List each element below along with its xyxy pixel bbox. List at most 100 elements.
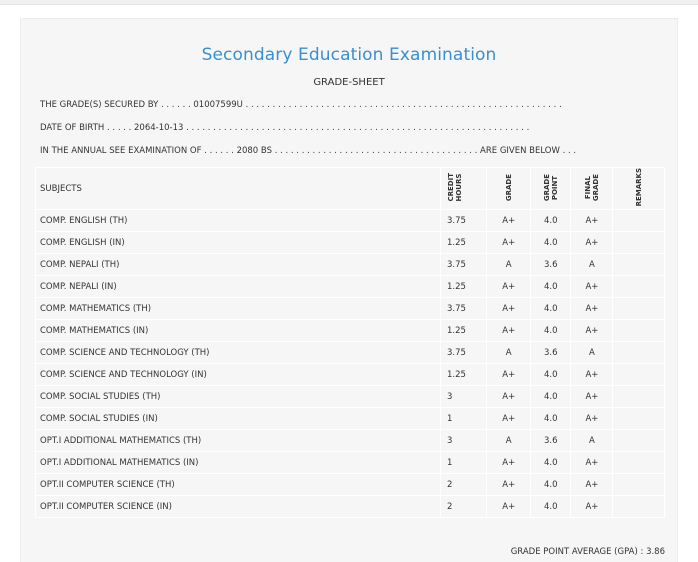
grade-point-cell: 4.0 bbox=[530, 451, 572, 475]
subject-cell: OPT.I ADDITIONAL MATHEMATICS (TH) bbox=[35, 429, 441, 453]
table-row: COMP. ENGLISH (TH) 3.75 A+ 4.0 A+ bbox=[35, 209, 665, 233]
table-row: OPT.II COMPUTER SCIENCE (TH) 2 A+ 4.0 A+ bbox=[35, 473, 665, 497]
grade-cell: A+ bbox=[486, 363, 532, 387]
grade-cell: A bbox=[486, 253, 532, 277]
subject-cell: OPT.I ADDITIONAL MATHEMATICS (IN) bbox=[35, 451, 441, 475]
grade-point-cell: 4.0 bbox=[530, 495, 572, 519]
date-of-birth-line: DATE OF BIRTH . . . . . 2064-10-13 . . .… bbox=[40, 123, 530, 133]
final-grade-cell: A bbox=[570, 253, 614, 277]
remarks-cell bbox=[612, 253, 665, 277]
subject-cell: COMP. NEPALI (IN) bbox=[35, 275, 441, 299]
final-grade-cell: A+ bbox=[570, 385, 614, 409]
subject-cell: COMP. NEPALI (TH) bbox=[35, 253, 441, 277]
subject-cell: COMP. MATHEMATICS (TH) bbox=[35, 297, 441, 321]
grade-sheet-panel: Secondary Education Examination GRADE-SH… bbox=[20, 18, 678, 562]
grade-point-cell: 4.0 bbox=[530, 363, 572, 387]
subject-cell: COMP. SCIENCE AND TECHNOLOGY (IN) bbox=[35, 363, 441, 387]
credit-hours-cell: 3.75 bbox=[439, 253, 488, 277]
credit-hours-header-label: CREDIT HOURS bbox=[446, 172, 463, 202]
grade-cell: A+ bbox=[486, 209, 532, 233]
credit-hours-cell: 2 bbox=[439, 495, 488, 519]
grade-header-label: GRADE bbox=[504, 173, 513, 201]
grade-point-cell: 4.0 bbox=[530, 231, 572, 255]
grades-table-body: COMP. ENGLISH (TH) 3.75 A+ 4.0 A+ COMP. ENGLI… bbox=[35, 209, 665, 519]
grade-point-cell: 3.6 bbox=[530, 429, 572, 453]
remarks-cell bbox=[612, 275, 665, 299]
grade-point-cell: 3.6 bbox=[530, 253, 572, 277]
credit-hours-cell: 3.75 bbox=[439, 341, 488, 365]
final-grade-cell: A+ bbox=[570, 297, 614, 321]
remarks-cell bbox=[612, 495, 665, 519]
final-grade-cell: A+ bbox=[570, 495, 614, 519]
credit-hours-cell: 1.25 bbox=[439, 231, 488, 255]
table-row: OPT.II COMPUTER SCIENCE (IN) 2 A+ 4.0 A+ bbox=[35, 495, 665, 519]
remarks-cell bbox=[612, 451, 665, 475]
table-row: OPT.I ADDITIONAL MATHEMATICS (TH) 3 A 3.6 A bbox=[35, 429, 665, 453]
grade-point-cell: 3.6 bbox=[530, 341, 572, 365]
final-grade-cell: A+ bbox=[570, 275, 614, 299]
subject-cell: COMP. SOCIAL STUDIES (IN) bbox=[35, 407, 441, 431]
remarks-cell bbox=[612, 407, 665, 431]
subject-cell: COMP. ENGLISH (TH) bbox=[35, 209, 441, 233]
grade-cell: A bbox=[486, 429, 532, 453]
table-row: COMP. ENGLISH (IN) 1.25 A+ 4.0 A+ bbox=[35, 231, 665, 255]
credit-hours-cell: 3.75 bbox=[439, 297, 488, 321]
table-row: COMP. SOCIAL STUDIES (IN) 1 A+ 4.0 A+ bbox=[35, 407, 665, 431]
remarks-cell bbox=[612, 209, 665, 233]
subject-cell: OPT.II COMPUTER SCIENCE (TH) bbox=[35, 473, 441, 497]
final-grade-cell: A+ bbox=[570, 231, 614, 255]
secured-by-line: THE GRADE(S) SECURED BY . . . . . . 0100… bbox=[40, 100, 562, 110]
grade-point-cell: 4.0 bbox=[530, 407, 572, 431]
grade-cell: A bbox=[486, 341, 532, 365]
final-grade-cell: A+ bbox=[570, 473, 614, 497]
exam-session-line: IN THE ANNUAL SEE EXAMINATION OF . . . .… bbox=[40, 146, 577, 156]
gpa-summary: GRADE POINT AVERAGE (GPA) : 3.86 bbox=[510, 547, 665, 557]
remarks-cell bbox=[612, 297, 665, 321]
final-grade-cell: A+ bbox=[570, 451, 614, 475]
credit-hours-cell: 1.25 bbox=[439, 363, 488, 387]
subject-cell: COMP. SCIENCE AND TECHNOLOGY (TH) bbox=[35, 341, 441, 365]
grade-point-cell: 4.0 bbox=[530, 385, 572, 409]
credit-hours-cell: 2 bbox=[439, 473, 488, 497]
grade-cell: A+ bbox=[486, 473, 532, 497]
remarks-cell bbox=[612, 319, 665, 343]
remarks-cell bbox=[612, 363, 665, 387]
remarks-cell bbox=[612, 341, 665, 365]
credit-hours-cell: 3 bbox=[439, 429, 488, 453]
grade-header: GRADE bbox=[486, 166, 532, 211]
credit-hours-cell: 3.75 bbox=[439, 209, 488, 233]
final-grade-cell: A+ bbox=[570, 209, 614, 233]
final-grade-cell: A+ bbox=[570, 407, 614, 431]
remarks-cell bbox=[612, 429, 665, 453]
exam-title: Secondary Education Examination bbox=[201, 45, 497, 65]
table-row: COMP. MATHEMATICS (TH) 3.75 A+ 4.0 A+ bbox=[35, 297, 665, 321]
grade-point-cell: 4.0 bbox=[530, 319, 572, 343]
grade-sheet-heading: GRADE-SHEET bbox=[313, 77, 385, 88]
remarks-header: REMARKS bbox=[612, 166, 665, 211]
grade-point-cell: 4.0 bbox=[530, 297, 572, 321]
table-row: COMP. SCIENCE AND TECHNOLOGY (TH) 3.75 A 3.… bbox=[35, 341, 665, 365]
table-header-row: SUBJECTS CREDIT HOURS GRADE GRADE POINT … bbox=[35, 166, 665, 211]
credit-hours-header: CREDIT HOURS bbox=[439, 166, 488, 211]
credit-hours-cell: 1 bbox=[439, 451, 488, 475]
top-divider bbox=[0, 0, 698, 5]
grade-point-cell: 4.0 bbox=[530, 473, 572, 497]
grade-point-cell: 4.0 bbox=[530, 209, 572, 233]
table-row: COMP. NEPALI (IN) 1.25 A+ 4.0 A+ bbox=[35, 275, 665, 299]
subject-cell: OPT.II COMPUTER SCIENCE (IN) bbox=[35, 495, 441, 519]
subject-cell: COMP. MATHEMATICS (IN) bbox=[35, 319, 441, 343]
subject-cell: COMP. SOCIAL STUDIES (TH) bbox=[35, 385, 441, 409]
credit-hours-cell: 1.25 bbox=[439, 319, 488, 343]
final-grade-cell: A+ bbox=[570, 319, 614, 343]
credit-hours-cell: 1 bbox=[439, 407, 488, 431]
remarks-cell bbox=[612, 231, 665, 255]
final-grade-header-label: FINAL GRADE bbox=[583, 173, 600, 201]
credit-hours-cell: 1.25 bbox=[439, 275, 488, 299]
table-row: COMP. NEPALI (TH) 3.75 A 3.6 A bbox=[35, 253, 665, 277]
grade-cell: A+ bbox=[486, 495, 532, 519]
remarks-cell bbox=[612, 385, 665, 409]
remarks-header-label: REMARKS bbox=[634, 168, 643, 207]
final-grade-cell: A bbox=[570, 341, 614, 365]
grade-cell: A+ bbox=[486, 385, 532, 409]
grade-cell: A+ bbox=[486, 275, 532, 299]
